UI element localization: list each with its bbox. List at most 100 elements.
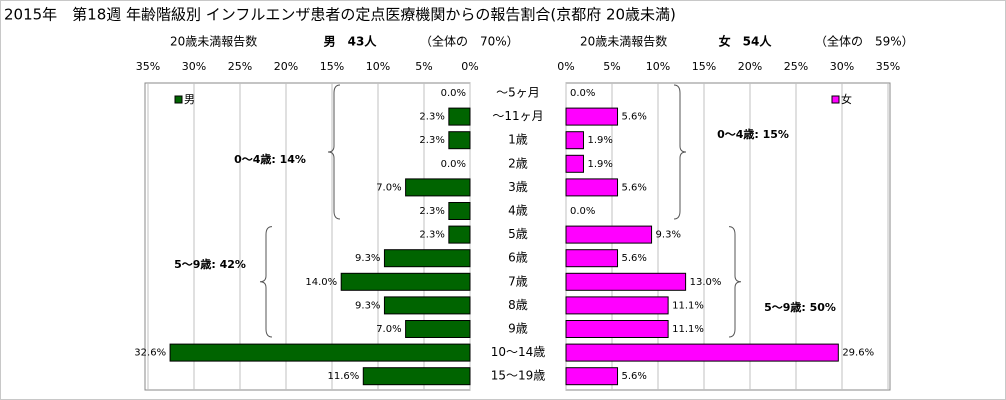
annotation: 5～9歳: 50% [764,300,836,314]
category-label: 9歳 [508,322,528,336]
bar [448,225,471,244]
header-count: 女 54人 [719,34,773,49]
bar [565,107,619,126]
value-label: 0.0% [570,206,595,217]
header-share: （全体の 70%） [420,34,519,49]
value-label: 9.3% [656,230,681,241]
x-tick-label: 10% [646,60,670,73]
bar [448,202,471,220]
bar [383,296,471,315]
header-caption: 20歳未満報告数 [580,34,667,49]
value-label: 0.0% [570,88,595,99]
bar [565,296,669,315]
x-tick-label: 20% [274,60,298,73]
value-label: 5.6% [622,112,647,123]
bar [565,225,653,244]
bar [565,249,619,268]
bar [362,367,471,386]
bracket [327,84,341,220]
bar [340,272,471,291]
value-label: 1.9% [587,159,612,170]
header-count: 男 43人 [324,34,378,49]
value-label: 7.0% [376,182,401,193]
category-label: 2歳 [508,156,528,170]
bar [565,154,584,173]
value-label: 7.0% [376,324,401,335]
bracket [673,84,687,220]
value-label: 9.3% [355,253,380,264]
plot-area [144,82,471,391]
header-caption: 20歳未満報告数 [170,34,257,49]
bracket [728,226,742,338]
value-label: 13.0% [690,277,722,288]
x-tick-label: 35% [876,60,900,73]
x-tick-label: 30% [182,60,206,73]
category-label: 6歳 [508,251,528,265]
value-label: 11.6% [327,371,359,382]
bar [565,131,584,150]
legend-swatch [831,95,840,104]
value-label: 14.0% [305,277,337,288]
value-label: 29.6% [842,348,874,359]
header-share: （全体の 59%） [815,34,914,49]
value-label: 11.1% [672,300,704,311]
category-label: ～11ヶ月 [492,109,543,123]
bar [565,343,839,362]
bar [565,367,619,386]
bar [565,178,619,197]
bracket [259,226,273,338]
legend-label: 女 [841,92,852,106]
bar [448,107,471,126]
x-tick-label: 35% [136,60,160,73]
x-tick-label: 30% [830,60,854,73]
chart-title: 2015年 第18週 年齢階級別 インフルエンザ患者の定点医療機関からの報告割合… [4,6,676,24]
category-label: 15～19歳 [491,369,546,383]
x-tick-label: 25% [784,60,808,73]
legend-swatch [174,95,183,104]
category-label: 4歳 [508,204,528,218]
bar [405,178,471,197]
category-label: 5歳 [508,227,528,241]
bar [169,343,471,362]
value-label: 5.6% [622,182,647,193]
value-label: 0.0% [441,88,466,99]
value-label: 2.3% [419,206,444,217]
bar [565,320,669,338]
value-label: 2.3% [419,230,444,241]
value-label: 32.6% [134,348,166,359]
category-label: 7歳 [508,274,528,288]
x-tick-label: 5% [415,60,432,73]
x-tick-label: 5% [603,60,620,73]
category-label: ～5ヶ月 [496,86,540,100]
category-label: 8歳 [508,298,528,312]
value-label: 2.3% [419,135,444,146]
value-label: 5.6% [622,371,647,382]
bar [565,272,687,291]
value-label: 5.6% [622,253,647,264]
annotation: 5～9歳: 42% [174,257,246,271]
bar [383,249,471,268]
category-label: 3歳 [508,180,528,194]
x-tick-label: 15% [320,60,344,73]
x-tick-label: 20% [738,60,762,73]
value-label: 0.0% [441,159,466,170]
x-tick-label: 10% [366,60,390,73]
x-tick-label: 0% [461,60,478,73]
category-label: 10～14歳 [491,345,546,359]
plot-area [565,82,891,391]
value-label: 1.9% [587,135,612,146]
value-label: 11.1% [672,324,704,335]
x-tick-label: 0% [557,60,574,73]
bar [448,131,471,150]
x-tick-label: 25% [228,60,252,73]
bar [405,320,471,338]
category-label: 1歳 [508,133,528,147]
value-label: 9.3% [355,300,380,311]
annotation: 0～4歳: 14% [234,152,306,166]
legend-label: 男 [184,93,195,106]
value-label: 2.3% [419,112,444,123]
x-tick-label: 15% [692,60,716,73]
annotation: 0～4歳: 15% [717,127,789,141]
